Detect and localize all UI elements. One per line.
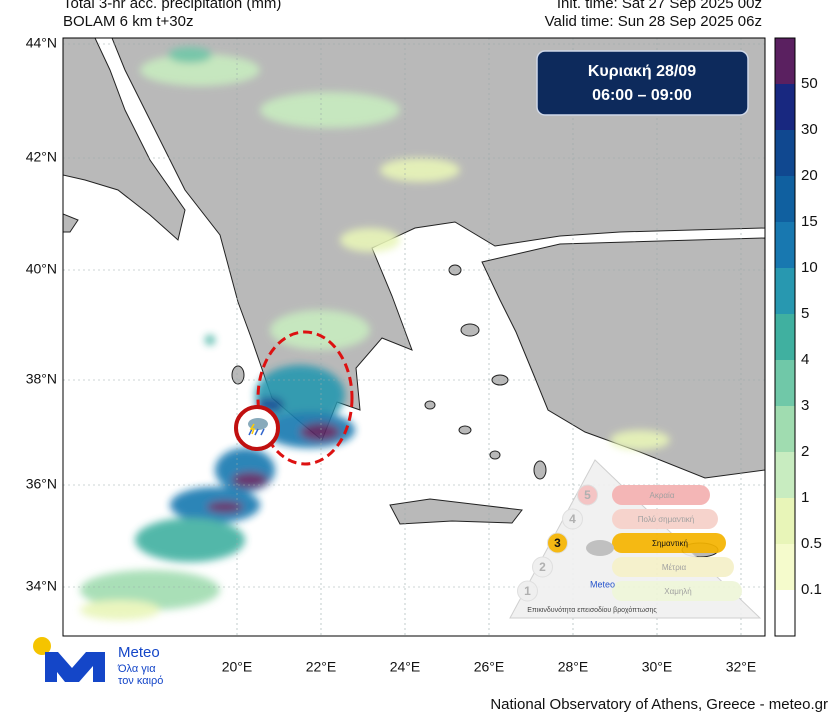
map — [63, 38, 765, 636]
banner-hours: 06:00 – 09:00 — [592, 87, 692, 104]
risk-cloud — [586, 540, 614, 556]
footer: National Observatory of Athens, Greece -… — [490, 696, 828, 713]
risk-caption: Επικινδυνότητα επεισοδίου βροχόπτωσης — [527, 606, 657, 614]
risk-pill — [612, 557, 734, 577]
colorbar-label: 50 — [801, 75, 818, 92]
valid-time: Valid time: Sun 28 Sep 2025 06z — [545, 13, 762, 30]
risk-level-label: Πολύ σημαντική — [638, 515, 695, 524]
risk-pill — [612, 485, 710, 505]
colorbar-label: 3 — [801, 397, 809, 414]
risk-level-circle — [577, 484, 598, 506]
colorbar-swatch — [775, 38, 795, 84]
crete — [389, 498, 523, 525]
balkans — [111, 38, 765, 441]
colorbar-label: 0.1 — [801, 581, 822, 598]
colorbar-swatch — [775, 406, 795, 452]
risk-level-label: Χαμηλή — [664, 587, 691, 596]
lat-label: 36°N — [26, 476, 57, 492]
risk-level-circle — [517, 580, 538, 602]
risk-level-number: 2 — [539, 560, 546, 574]
storm-cloud — [248, 418, 268, 436]
lat-label: 38°N — [26, 371, 57, 387]
risk-level-number: 3 — [554, 536, 561, 550]
colorbar-label: 30 — [801, 121, 818, 138]
banner-day: Κυριακή 28/09 — [588, 63, 696, 80]
title: Total 3-hr acc. precipitation (mm) — [63, 0, 281, 12]
colorbar-label: 4 — [801, 351, 809, 368]
logo-tagline: Όλα για — [117, 663, 156, 675]
precipitation-field — [80, 47, 670, 620]
colorbar-swatch — [775, 176, 795, 222]
lat-label: 42°N — [26, 149, 57, 165]
risk-level-number: 4 — [569, 512, 576, 526]
risk-pill — [612, 581, 742, 601]
italy — [63, 38, 186, 241]
model-label: BOLAM 6 km t+30z — [63, 13, 193, 30]
risk-level-label: Ακραία — [650, 491, 675, 500]
colorbar-label: 20 — [801, 167, 818, 184]
colorbar-swatch — [775, 314, 795, 360]
risk-brand: Meteo — [590, 579, 615, 589]
lon-label: 28°E — [558, 659, 589, 675]
lon-label: 20°E — [222, 659, 253, 675]
risk-pill — [612, 509, 718, 529]
colorbar-label: 5 — [801, 305, 809, 322]
risk-pill — [612, 533, 726, 553]
colorbar-label: 2 — [801, 443, 809, 460]
risk-level-number: 1 — [524, 584, 531, 598]
colorbar-swatch — [775, 222, 795, 268]
init-time: Init. time: Sat 27 Sep 2025 00z — [557, 0, 762, 12]
lat-label: 44°N — [26, 35, 57, 51]
colorbar-swatch — [775, 268, 795, 314]
colorbar: 0.1 0.5 1 2 3 4 5 10 15 20 30 50 — [774, 37, 822, 637]
lon-label: 24°E — [390, 659, 421, 675]
lon-label: 22°E — [306, 659, 337, 675]
colorbar-swatch — [775, 544, 795, 590]
risk-level-circle — [532, 556, 553, 578]
alert-zone — [256, 330, 354, 466]
risk-level-number: 5 — [584, 488, 591, 502]
colorbar-swatch — [775, 498, 795, 544]
lat-label: 40°N — [26, 261, 57, 277]
colorbar-swatch — [775, 452, 795, 498]
map-frame — [62, 37, 766, 637]
lon-label: 26°E — [474, 659, 505, 675]
lat-label: 34°N — [26, 578, 57, 594]
colorbar-frame — [774, 37, 796, 637]
colorbar-swatch — [775, 590, 795, 636]
logo: Meteo Όλα για τον καιρό — [33, 637, 163, 687]
risk-level-circle — [547, 532, 568, 554]
colorbar-label: 15 — [801, 213, 818, 230]
risk-level-circle — [562, 508, 583, 530]
colorbar-swatch — [775, 84, 795, 130]
lon-label: 30°E — [642, 659, 673, 675]
time-banner: Κυριακή 28/09 06:00 – 09:00 — [536, 50, 749, 116]
risk-level-label: Σημαντική — [652, 539, 688, 548]
logo-tagline: τον καιρό — [118, 675, 163, 687]
lon-label: 32°E — [726, 659, 757, 675]
logo-name: Meteo — [118, 644, 160, 661]
colorbar-swatch — [775, 360, 795, 406]
risk-inset: 5 Ακραία 4 Πολύ σημαντική 3 Σημαντική 2 Μέτρια 1… — [509, 459, 762, 619]
risk-level-label: Μέτρια — [662, 563, 687, 572]
colorbar-label: 0.5 — [801, 535, 822, 552]
sicily — [63, 213, 79, 233]
colorbar-swatch — [775, 130, 795, 176]
colorbar-label: 1 — [801, 489, 809, 506]
colorbar-label: 10 — [801, 259, 818, 276]
